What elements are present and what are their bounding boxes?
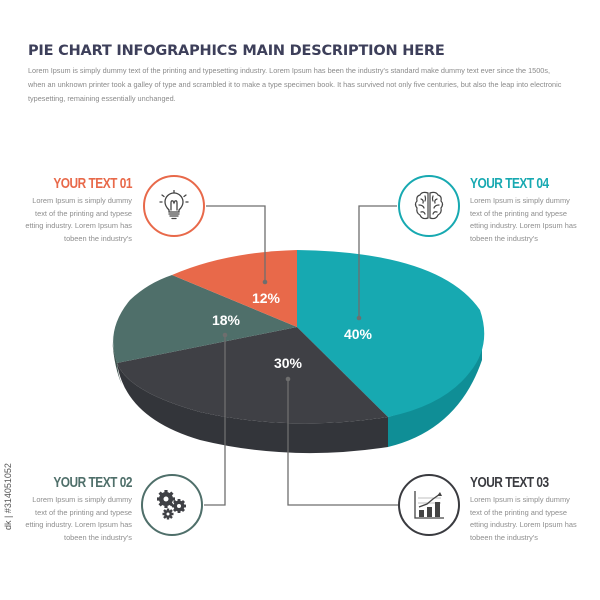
item-02-body: Lorem Ipsum is simply dummy text of the … [25,495,132,542]
item-02-icon-circle [141,474,203,536]
item-01-body: Lorem Ipsum is simply dummy text of the … [25,196,132,243]
brain-icon [414,191,444,220]
pie-rim-teal [388,330,482,447]
item-04-icon-circle [398,175,460,237]
page-description: Lorem Ipsum is simply dummy text of the … [28,66,562,103]
pie-slice-12 [172,250,297,327]
item-04: YOUR TEXT 04 Lorem Ipsum is simply dummy… [470,176,580,245]
item-03-body: Lorem Ipsum is simply dummy text of the … [470,495,577,542]
item-03-icon-circle [398,474,460,536]
label-30: 30% [274,355,303,371]
connector-04 [358,205,397,318]
connector-01 [206,205,266,282]
item-03: YOUR TEXT 03 Lorem Ipsum is simply dummy… [470,475,580,544]
label-18: 18% [212,312,241,328]
item-01-title: YOUR TEXT 01 [53,176,132,192]
pie-rim-dark [117,363,388,454]
item-02-title: YOUR TEXT 02 [53,475,132,491]
connector-02 [204,335,226,506]
label-12: 12% [252,290,281,306]
item-04-title: YOUR TEXT 04 [470,176,549,192]
pie-slice-40 [297,250,485,417]
item-01-icon-circle [143,175,205,237]
growth-chart-icon [414,491,444,519]
page-title: PIE CHART INFOGRAPHICS MAIN DESCRIPTION … [28,43,445,59]
stock-watermark-id: dk | #314051052 [3,463,13,530]
item-03-title: YOUR TEXT 03 [470,475,549,491]
item-02: YOUR TEXT 02 Lorem Ipsum is simply dummy… [22,475,132,544]
lightbulb-icon [159,190,189,220]
item-01: YOUR TEXT 01 Lorem Ipsum is simply dummy… [22,176,132,245]
connector-03 [287,379,398,506]
pie-slice-30 [117,327,388,424]
pie-slice-18 [113,275,297,363]
item-04-body: Lorem Ipsum is simply dummy text of the … [470,196,577,243]
label-40: 40% [344,326,373,342]
gears-icon [157,490,186,520]
